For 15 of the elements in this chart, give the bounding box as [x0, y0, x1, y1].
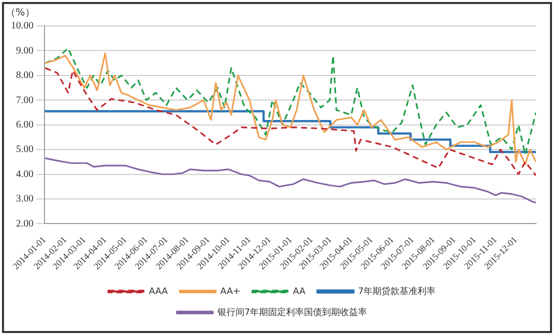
y-tick-label: 7.00 [16, 94, 34, 106]
legend-label: AA+ [220, 286, 240, 297]
y-tick-label: 4.00 [16, 168, 34, 180]
y-tick-label: 5.00 [16, 144, 34, 156]
legend-label: AAA [148, 286, 169, 297]
y-tick-label: 3.00 [16, 194, 34, 205]
y-tick-label: 9.00 [16, 45, 34, 56]
y-tick-label: 2.00 [16, 218, 34, 230]
legend-label: AA [292, 286, 306, 297]
legend-label: 银行间7年期固定利率国债到期收益率 [216, 306, 368, 318]
y-tick-label: 8.00 [16, 70, 34, 82]
y-tick-label: 10.00 [11, 20, 34, 32]
y-axis-title: （%） [5, 8, 36, 19]
y-tick-label: 6.00 [16, 119, 34, 130]
legend-label: 7年期贷款基准利率 [358, 286, 436, 297]
